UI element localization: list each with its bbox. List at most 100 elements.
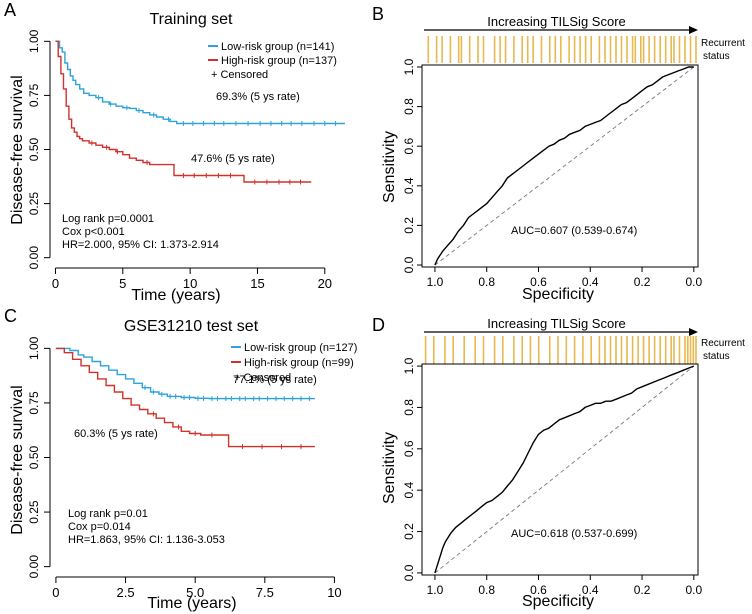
recurrent-status-tick [474, 336, 476, 364]
recurrent-status-tick [468, 36, 471, 63]
panel-d-roc-chart: Increasing TILSig Score Recurrent status 0.… [381, 316, 745, 610]
chart-title: GSE31210 test set [124, 318, 259, 335]
stats-line: Log rank p=0.0001 [62, 213, 154, 225]
recurrent-status-tick [653, 36, 656, 63]
x-tick-label: 0.4 [582, 275, 599, 289]
y-tick-label: 0.75 [27, 391, 41, 415]
status-label: status [703, 51, 730, 62]
recurrent-status-tick [626, 336, 628, 364]
recurrent-status-tick [598, 336, 601, 364]
recurrent-status-tick [584, 36, 587, 63]
y-tick-label: 0.75 [27, 83, 41, 107]
y-tick-label: 0.4 [402, 177, 416, 194]
recurrent-status-tick [640, 36, 642, 63]
recurrent-status-tick [549, 36, 551, 63]
y-tick-label: 0.00 [27, 555, 41, 579]
recurrent-status-tick [433, 336, 435, 364]
recurrent-status-tick [631, 336, 634, 364]
recurrent-status-tick [477, 36, 479, 63]
y-tick-label: 1.00 [27, 336, 41, 360]
censor-mark [237, 396, 243, 402]
x-tick-label: 0.0 [685, 583, 702, 597]
censor-mark [166, 116, 172, 122]
recurrent-status-tick [493, 36, 496, 63]
recurrent-status-tick [590, 336, 592, 364]
y-tick-label: 0.6 [402, 138, 416, 155]
x-tick-label: 7.5 [256, 585, 274, 600]
recurrent-status-tick [695, 36, 697, 63]
recurrent-status-tick [659, 36, 661, 63]
x-tick-label: 1.0 [427, 583, 444, 597]
censor-mark [203, 172, 209, 178]
panel-letter-c: C [4, 306, 17, 326]
plot-frame [421, 363, 699, 576]
y-axis-label: Sensitivity [381, 131, 398, 203]
recurrent-status-tick [648, 336, 650, 364]
recurrent-status-tick [609, 36, 612, 63]
censor-mark [114, 149, 120, 155]
stats-line: Cox p=0.014 [68, 521, 131, 533]
y-tick-label: 0.8 [402, 98, 416, 115]
recurrent-status-tick [659, 336, 661, 364]
recurrent-status-tick [532, 36, 534, 63]
censor-mark [259, 444, 265, 450]
recurrent-status-tick [441, 36, 443, 63]
x-tick-label: 10 [327, 585, 341, 600]
recurrent-status-tick [615, 336, 617, 364]
censor-mark [142, 385, 148, 391]
panel-letter-a: A [4, 0, 16, 20]
recurrent-status-tick [620, 36, 623, 63]
recurrent-status-tick [626, 36, 628, 63]
chance-diagonal [434, 66, 695, 266]
recurrent-status-tick [502, 336, 504, 364]
legend-entry: + Censored [234, 372, 291, 384]
x-axis-label: Specificity [522, 286, 594, 303]
recurrent-status-tick [590, 36, 592, 63]
censor-mark [240, 444, 246, 450]
recurrent-status-tick [692, 336, 695, 364]
x-tick-label: 15 [250, 276, 264, 291]
y-axis-label: Disease-free survival [9, 75, 26, 224]
score-header: Increasing TILSig Score [487, 316, 626, 331]
censor-mark [322, 121, 328, 127]
legend-entry: Low-risk group (n=127) [244, 342, 357, 354]
y-axis-label: Disease-free survival [9, 385, 26, 534]
y-tick-label: 0.50 [27, 137, 41, 161]
censor-mark [150, 389, 156, 395]
y-axis-label: Sensitivity [381, 432, 398, 504]
recurrent-status-tick [499, 36, 501, 63]
censor-mark [201, 395, 207, 401]
y-tick-label: 0.2 [402, 217, 416, 234]
legend-entry: High-risk group (n=137) [221, 55, 337, 67]
recurrent-status-tick [678, 336, 681, 364]
recurrent-status-tick [637, 336, 639, 364]
censor-mark [287, 179, 293, 185]
recurrent-status-tick [444, 336, 446, 364]
recurrent-status-tick [565, 336, 568, 364]
recurrent-status-tick [648, 36, 650, 63]
recurrent-status-tick [493, 336, 496, 364]
censor-mark [245, 121, 251, 127]
y-tick-label: 0.0 [402, 564, 416, 581]
recurrent-status-tick [689, 36, 692, 63]
chart-title: Training set [150, 11, 234, 28]
recurrent-status-tick [573, 36, 576, 63]
recurrent-status-tick [684, 336, 686, 364]
x-tick-label: 0 [52, 585, 59, 600]
recurrent-status-tick [460, 36, 463, 63]
x-axis-label: Specificity [522, 593, 594, 610]
recurrent-status-tick [537, 336, 540, 364]
recurrent-status-tick [615, 36, 617, 63]
y-tick-label: 1.0 [402, 357, 416, 374]
recurrent-status-tick [695, 336, 697, 364]
censor-mark [167, 393, 173, 399]
censor-mark [223, 396, 229, 402]
recurrent-status-tick [642, 36, 645, 63]
censor-mark [264, 179, 270, 185]
roc-curve [434, 365, 695, 574]
censor-mark [221, 121, 227, 127]
recurrent-status-tick [642, 336, 645, 364]
rate-annotation: 77.1% (5 ys rate) [233, 374, 317, 386]
x-tick-label: 0.8 [478, 275, 495, 289]
x-tick-label: 20 [318, 276, 332, 291]
